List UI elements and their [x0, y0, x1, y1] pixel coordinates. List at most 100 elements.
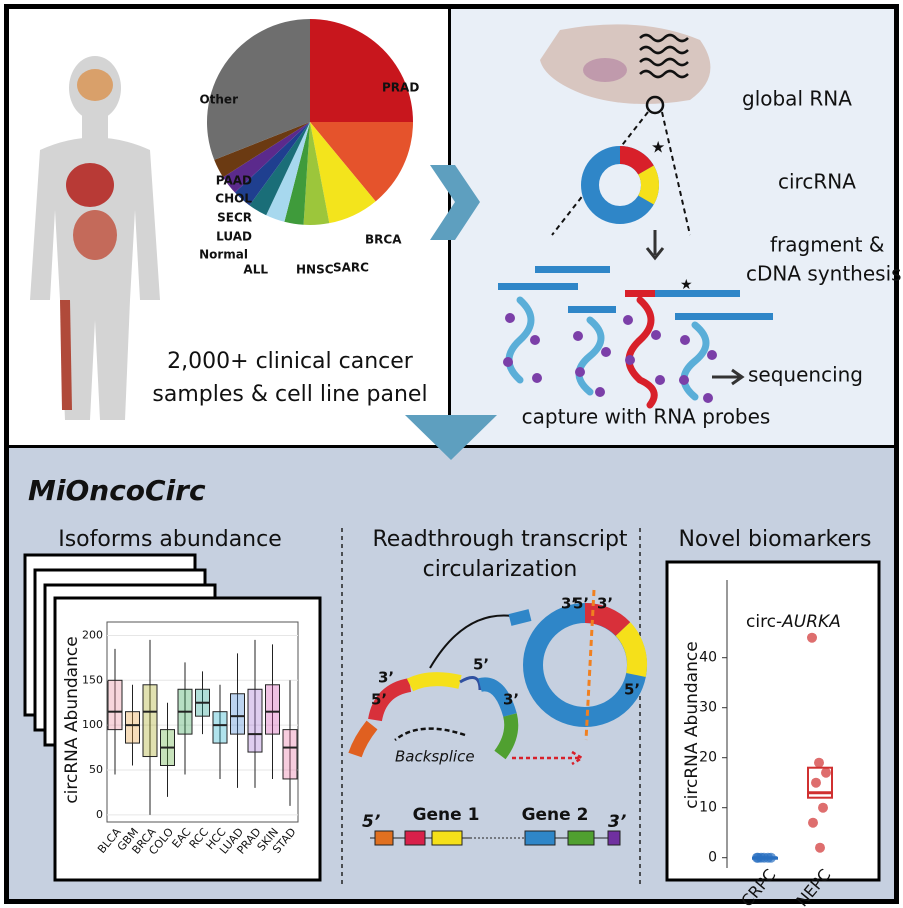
label: cDNA synthesis — [746, 262, 902, 286]
end-label: 3’ — [597, 595, 613, 613]
pie-slice — [303, 122, 330, 226]
annotation-prefix: circ- — [746, 612, 782, 632]
y-tick-label: 10 — [699, 800, 717, 816]
end-label: 3’ — [378, 669, 394, 687]
box — [230, 693, 245, 735]
chart-frame — [665, 560, 881, 882]
box — [212, 711, 228, 744]
annotation-gene: AURKA — [781, 612, 841, 632]
pie-label: BRCA — [365, 233, 402, 247]
point — [753, 852, 763, 863]
label: sequencing — [748, 363, 863, 387]
box — [142, 684, 158, 758]
pie-label: Other — [199, 93, 238, 107]
boxplot: 050100150200BLCAGBMBRCACOLOEACRCCHCCLUAD… — [82, 628, 299, 857]
pie-slice — [310, 122, 376, 224]
panel-title: Novel biomarkers — [678, 527, 871, 552]
point — [763, 852, 773, 863]
box — [107, 679, 123, 731]
pie-slice — [310, 122, 413, 202]
label: Backsplice — [395, 748, 475, 766]
svg-text:★: ★ — [680, 277, 693, 293]
pie-slice — [310, 19, 413, 122]
box — [282, 729, 298, 780]
box — [265, 684, 280, 735]
end-label: 5’ — [624, 681, 640, 699]
end-label: 5’ — [362, 812, 380, 832]
organs — [73, 210, 117, 260]
end-label: 5’ — [371, 691, 387, 709]
pie-label: ALL — [243, 263, 268, 277]
pie-label: CHOL — [215, 192, 252, 206]
linear-transcript — [348, 672, 519, 760]
down-arrow — [405, 415, 497, 460]
organs — [66, 163, 114, 207]
end-label: 5’ — [573, 595, 589, 613]
y-tick-label: 50 — [89, 763, 103, 776]
beads — [503, 313, 717, 403]
y-tick-label: 0 — [96, 808, 103, 821]
zoom-circle — [645, 95, 665, 115]
box — [247, 688, 263, 753]
nucleus — [583, 58, 627, 82]
fragment — [508, 609, 532, 626]
pie-slice — [214, 122, 310, 178]
end-label: 3’ — [608, 812, 626, 832]
y-tick-label: 150 — [82, 673, 103, 686]
pie-slice — [266, 122, 310, 222]
caption: samples & cell line panel — [152, 382, 427, 407]
probes: ★ — [498, 266, 773, 320]
box — [125, 711, 140, 744]
y-tick-label: 100 — [82, 718, 103, 731]
label: capture with RNA probes — [522, 405, 771, 429]
gene-structure — [370, 830, 621, 846]
gene-label: Gene 1 — [413, 805, 480, 825]
y-label: circRNA Abundance — [62, 636, 82, 803]
title: MiOncoCirc — [28, 474, 206, 507]
point — [814, 757, 824, 768]
caption: 2,000+ clinical cancer — [167, 349, 414, 374]
y-tick-label: 40 — [699, 650, 717, 666]
cell — [540, 24, 711, 104]
y-tick-label: 20 — [699, 750, 717, 766]
junction — [584, 589, 596, 741]
point — [808, 817, 818, 828]
end-label: 3’ — [503, 691, 519, 709]
pie-slice — [249, 122, 310, 216]
point — [821, 767, 831, 778]
pie-slice — [234, 122, 310, 206]
point — [811, 777, 821, 788]
y-tick-label: 200 — [82, 628, 103, 641]
y-label: circRNA Abundance — [682, 641, 702, 808]
panel-title: Readthrough transcript — [372, 527, 627, 552]
point — [818, 802, 828, 813]
brain — [77, 69, 113, 101]
end-label: 3’ — [561, 595, 577, 613]
panel-title: circularization — [423, 557, 578, 582]
pie-label: SARC — [333, 261, 369, 275]
pie-label: SECR — [217, 211, 252, 225]
zoom-line — [551, 111, 649, 236]
backsplice-arrow — [394, 727, 466, 741]
label: global RNA — [742, 87, 852, 111]
pie-slice — [223, 122, 310, 193]
arrow — [712, 368, 745, 386]
rna-waves — [639, 33, 689, 79]
pie-label: PRAD — [382, 81, 419, 95]
y-tick-label: 0 — [708, 850, 717, 866]
pie-slice — [284, 122, 310, 225]
pie-label: LUAD — [216, 230, 252, 244]
arrow — [645, 230, 665, 261]
star: ★ — [651, 138, 665, 157]
box — [807, 766, 833, 799]
annotation: circ-AURKA — [746, 612, 841, 632]
pie-label: Normal — [199, 248, 248, 262]
point — [815, 842, 825, 853]
donut — [523, 603, 648, 727]
label: circRNA — [778, 170, 856, 194]
label: fragment & — [770, 233, 884, 257]
end-label: 5’ — [473, 656, 489, 674]
panel-title: Isoforms abundance — [58, 527, 282, 552]
